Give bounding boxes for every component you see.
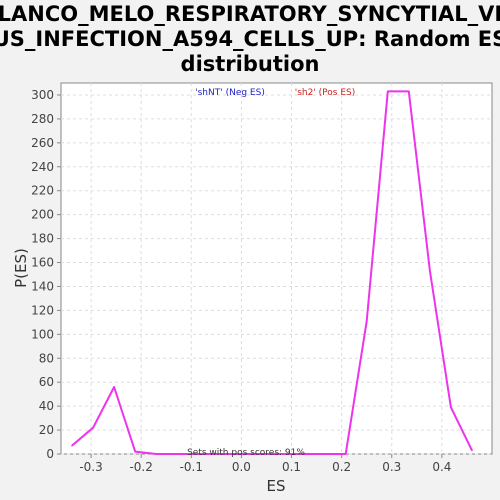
data-point-0-13 <box>344 453 347 455</box>
y-tick-label-1: 20 <box>39 423 54 437</box>
data-point-0-4 <box>155 453 157 455</box>
data-point-0-9 <box>260 453 263 455</box>
y-tick-label-12: 240 <box>31 160 54 174</box>
data-point-0-17 <box>429 270 431 272</box>
data-point-0-7 <box>218 453 221 455</box>
y-tick-label-0: 0 <box>46 447 54 461</box>
y-tick-label-3: 60 <box>39 375 54 389</box>
data-point-0-14 <box>365 320 368 323</box>
x-tick-label-5: 0.2 <box>332 460 351 474</box>
data-point-0-11 <box>302 453 305 455</box>
data-point-0-19 <box>471 449 473 452</box>
chart-title-line-2: US_INFECTION_A594_CELLS_UP: Random ES <box>0 27 500 51</box>
series-line-0 <box>71 90 473 455</box>
grid-lines <box>61 83 492 455</box>
data-point-0-16 <box>408 90 410 93</box>
x-tick-label-0: -0.3 <box>79 460 102 474</box>
y-tick-label-2: 40 <box>39 399 54 413</box>
y-tick-label-15: 300 <box>31 88 54 102</box>
data-point-0-10 <box>281 453 284 455</box>
chart-title-line-1: BLANCO_MELO_RESPIRATORY_SYNCYTIAL_VIR <box>0 2 500 26</box>
data-point-0-3 <box>134 450 136 453</box>
data-point-0-18 <box>450 406 452 409</box>
y-tick-label-4: 80 <box>39 351 54 365</box>
x-axis-ticks: -0.3 -0.2 -0.1 0.0 0.1 0.2 0.3 0.4 <box>79 454 451 474</box>
x-tick-label-3: 0.0 <box>232 460 251 474</box>
y-axis-label: P(ES) <box>12 248 30 288</box>
y-tick-label-9: 180 <box>31 232 54 246</box>
plot-area <box>60 82 493 455</box>
x-tick-label-4: 0.1 <box>282 460 301 474</box>
y-tick-label-13: 260 <box>31 136 54 150</box>
data-point-0-2 <box>113 386 115 388</box>
data-point-0-1 <box>92 426 94 429</box>
y-axis-ticks: 0 20 40 60 80 100 120 140 160 180 200 220 240 260 280 3… <box>31 88 61 461</box>
y-tick-label-11: 220 <box>31 184 54 198</box>
data-point-0-6 <box>197 453 200 455</box>
pos-scores-annotation: Sets with pos scores: 91% <box>187 448 305 458</box>
x-axis-label: ES <box>267 477 286 495</box>
data-point-0-12 <box>323 453 326 455</box>
y-tick-label-10: 200 <box>31 208 54 222</box>
data-point-0-15 <box>387 90 389 93</box>
y-tick-label-8: 160 <box>31 256 54 270</box>
y-tick-label-14: 280 <box>31 112 54 126</box>
y-tick-label-7: 140 <box>31 279 54 293</box>
y-tick-label-5: 100 <box>31 327 54 341</box>
data-point-0-0 <box>71 444 73 447</box>
series-group <box>71 90 473 455</box>
x-tick-label-7: 0.4 <box>432 460 451 474</box>
data-point-0-8 <box>239 453 242 455</box>
legend-entry-pos: 'sh2' (Pos ES) <box>295 88 356 98</box>
data-point-0-5 <box>176 453 179 455</box>
x-tick-label-1: -0.2 <box>129 460 152 474</box>
legend-entry-neg: 'shNT' (Neg ES) <box>195 88 265 98</box>
chart-title: BLANCO_MELO_RESPIRATORY_SYNCYTIAL_VIR US… <box>0 2 500 76</box>
x-tick-label-6: 0.3 <box>382 460 401 474</box>
x-tick-label-2: -0.1 <box>180 460 203 474</box>
chart-title-line-3: distribution <box>181 52 320 76</box>
y-tick-label-6: 120 <box>31 303 54 317</box>
legend: 'shNT' (Neg ES) 'sh2' (Pos ES) <box>195 88 355 98</box>
